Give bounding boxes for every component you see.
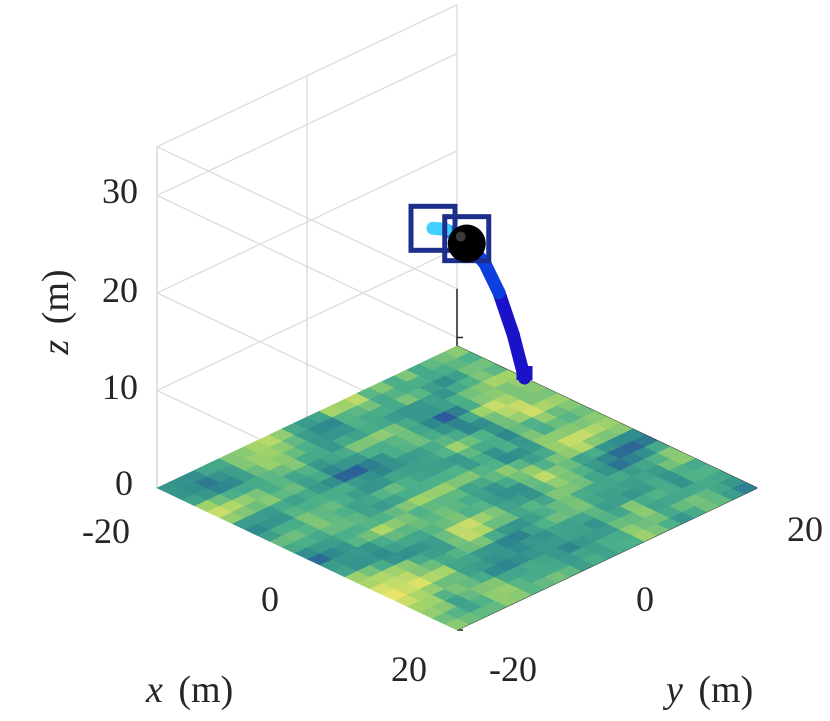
y-axis-var: y bbox=[662, 669, 683, 711]
target-box bbox=[408, 203, 458, 253]
z-tick-label: 30 bbox=[102, 171, 138, 211]
grid-line bbox=[156, 146, 458, 290]
grid-line bbox=[156, 247, 458, 392]
current-position-marker bbox=[447, 224, 486, 263]
terrain-surface bbox=[156, 345, 758, 631]
x-axis-var: x bbox=[145, 669, 163, 711]
z-tick-label: 10 bbox=[102, 367, 138, 407]
z-tick-label: 0 bbox=[115, 463, 133, 503]
x-axis-unit: (m) bbox=[178, 669, 233, 711]
trajectory-segment bbox=[492, 286, 520, 342]
trajectory bbox=[408, 203, 533, 385]
grid-lines bbox=[156, 4, 458, 630]
y-axis-label: y (m) bbox=[662, 669, 753, 711]
grid-line bbox=[156, 4, 458, 148]
grid-line bbox=[156, 150, 458, 294]
z-axis-unit: (m) bbox=[35, 269, 77, 324]
x-tick-label: -20 bbox=[82, 511, 130, 551]
y-tick-label: 0 bbox=[636, 579, 654, 619]
z-axis-var: z bbox=[35, 340, 77, 356]
z-axis-label: z (m) bbox=[35, 269, 77, 355]
y-tick-label: 20 bbox=[787, 509, 823, 549]
y-axis-unit: (m) bbox=[698, 669, 753, 711]
x-axis-label: x (m) bbox=[145, 669, 233, 711]
z-tick-label: 20 bbox=[102, 270, 138, 310]
trajectory-segment bbox=[506, 328, 531, 385]
grid-line bbox=[156, 52, 458, 197]
x-tick-label: 20 bbox=[391, 649, 427, 689]
current-position-highlight bbox=[455, 231, 466, 242]
y-tick-label: -20 bbox=[489, 649, 537, 689]
terrain-cell bbox=[443, 345, 471, 359]
x-tick-label: 0 bbox=[261, 579, 279, 619]
